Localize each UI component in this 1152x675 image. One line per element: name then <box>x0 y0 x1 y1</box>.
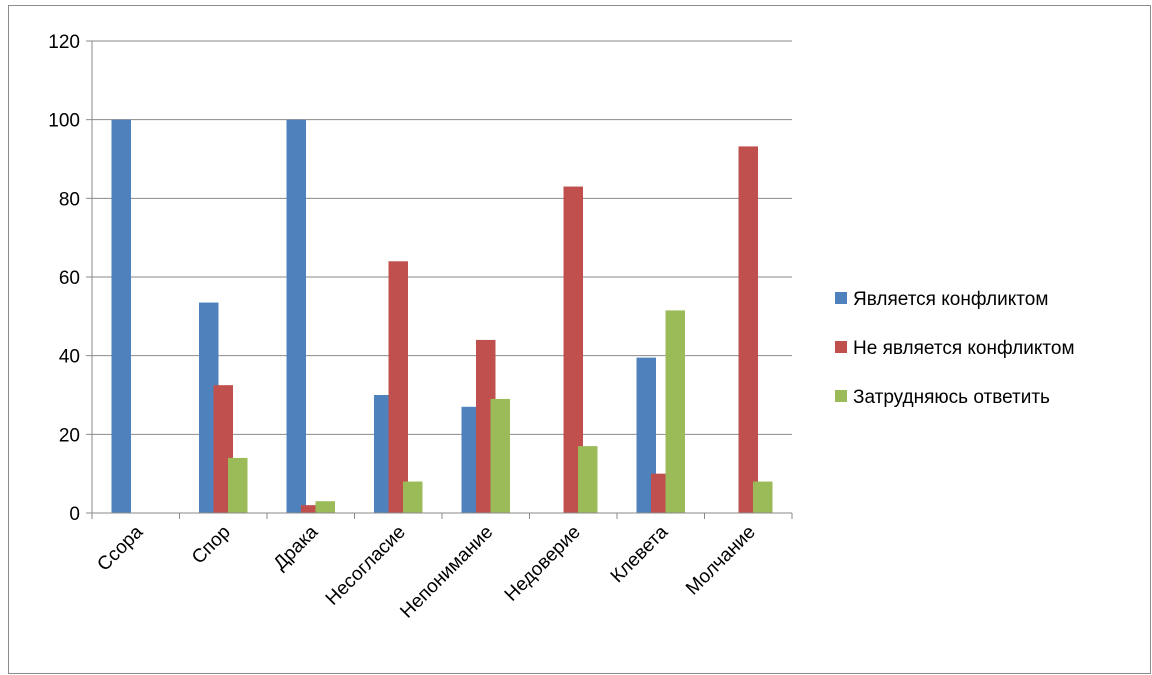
bar <box>301 505 321 513</box>
bar <box>111 119 131 514</box>
legend-label: Затрудняюсь ответить <box>853 387 1050 408</box>
bar <box>578 446 598 513</box>
legend-label: Не является конфликтом <box>853 338 1075 359</box>
legend-label: Является конфликтом <box>853 289 1048 310</box>
legend-swatch <box>835 292 847 304</box>
x-tick-label: Непонимание <box>396 522 497 623</box>
bar <box>490 398 510 513</box>
bars <box>111 119 773 514</box>
x-tick-label: Молчание <box>682 522 760 600</box>
legend: Является конфликтом Не является конфликто… <box>835 289 1075 408</box>
x-tick-label: Несогласие <box>322 522 410 610</box>
y-tick-label: 80 <box>59 189 80 210</box>
y-axis-tick-labels: 0 20 40 60 80 100 120 <box>48 32 80 525</box>
y-tick-label: 20 <box>59 425 80 446</box>
x-tick-label: Ссора <box>93 521 147 575</box>
bar <box>388 261 408 513</box>
bar <box>665 310 685 513</box>
bar <box>403 481 423 513</box>
x-tick-label: Спор <box>188 522 235 569</box>
bar <box>738 146 758 513</box>
bar <box>228 457 248 513</box>
legend-swatch <box>835 341 847 353</box>
x-tick-label: Клевета <box>607 521 673 587</box>
y-tick-label: 40 <box>59 347 80 368</box>
bar <box>315 501 335 513</box>
bar <box>753 481 773 513</box>
axes <box>86 40 793 519</box>
y-tick-label: 120 <box>48 32 80 53</box>
bar <box>286 119 306 514</box>
x-tick-label: Драка <box>270 521 323 574</box>
bar <box>563 186 583 514</box>
x-tick-label: Недоверие <box>501 522 585 606</box>
gridlines <box>92 40 792 435</box>
y-tick-label: 60 <box>59 268 80 289</box>
y-tick-label: 0 <box>69 504 80 525</box>
legend-swatch <box>835 390 847 402</box>
y-tick-label: 100 <box>48 111 80 132</box>
